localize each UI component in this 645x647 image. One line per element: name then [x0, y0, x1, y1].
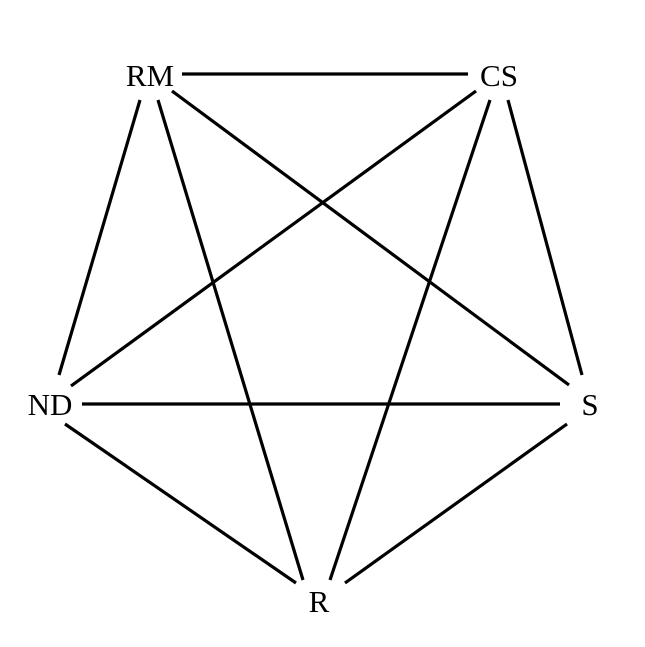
- node-r: R: [309, 584, 330, 619]
- edge-cs-nd: [70, 89, 477, 388]
- edge-rm-r: [156, 99, 305, 581]
- edge-s-r: [344, 422, 568, 585]
- node-group: RM CS ND S R: [28, 58, 599, 619]
- node-s: S: [581, 387, 598, 422]
- edge-cs-s: [506, 99, 584, 376]
- edge-rm-nd: [57, 99, 142, 376]
- edge-cs-r: [328, 99, 492, 581]
- node-rm: RM: [126, 58, 174, 93]
- edge-nd-r: [64, 422, 297, 585]
- edge-rm-s: [171, 89, 570, 387]
- node-cs: CS: [480, 58, 518, 93]
- node-nd: ND: [28, 387, 73, 422]
- edge-group: [57, 72, 584, 585]
